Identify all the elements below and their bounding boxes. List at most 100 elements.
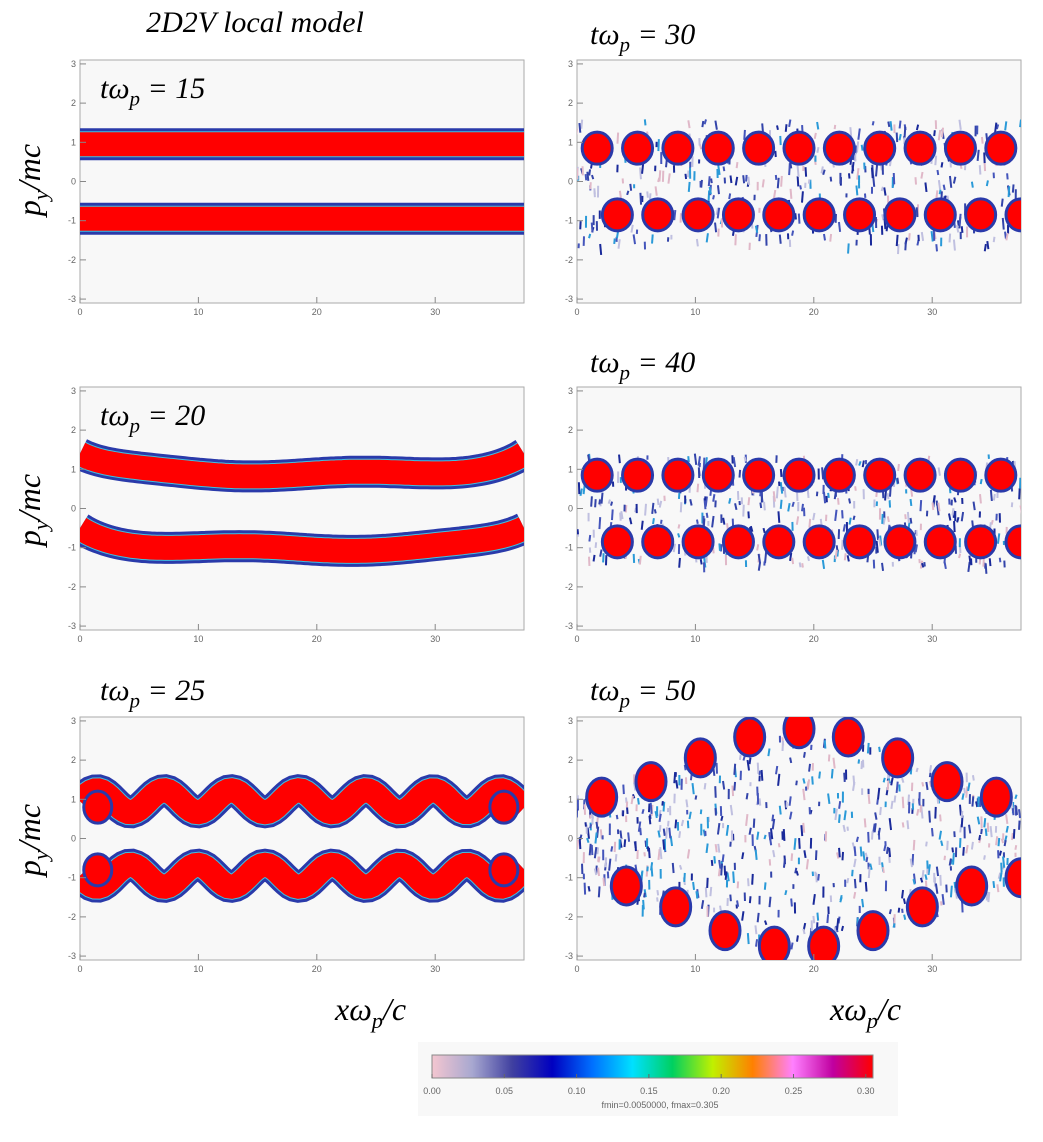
filament bbox=[775, 486, 779, 499]
filament bbox=[864, 852, 868, 858]
filament bbox=[933, 130, 936, 137]
label-subscript: p bbox=[865, 1008, 878, 1033]
filament bbox=[866, 742, 870, 754]
colorbar-tick-label: 0.00 bbox=[423, 1086, 441, 1096]
filament bbox=[883, 187, 887, 196]
label: xωp/c bbox=[829, 991, 901, 1033]
filament bbox=[816, 121, 820, 130]
filament bbox=[589, 823, 593, 829]
filament bbox=[879, 806, 882, 816]
filament bbox=[890, 777, 894, 786]
filament bbox=[714, 844, 718, 853]
vortex bbox=[742, 130, 776, 166]
filament bbox=[777, 843, 781, 848]
filament bbox=[1005, 232, 1009, 241]
filament bbox=[921, 869, 925, 880]
filament bbox=[802, 822, 806, 833]
filament bbox=[928, 772, 932, 778]
filament bbox=[800, 191, 804, 203]
filament bbox=[789, 188, 793, 199]
filament bbox=[703, 782, 707, 790]
filament bbox=[628, 517, 633, 525]
filament bbox=[643, 119, 647, 126]
filament bbox=[1000, 838, 1005, 844]
filament bbox=[717, 843, 721, 853]
filament bbox=[858, 460, 862, 466]
filament bbox=[937, 179, 942, 190]
filament bbox=[801, 563, 804, 568]
filament bbox=[881, 562, 885, 572]
filament bbox=[886, 516, 890, 523]
filament bbox=[861, 898, 865, 908]
filament bbox=[914, 177, 918, 185]
filament bbox=[912, 839, 916, 851]
filament bbox=[833, 124, 837, 130]
filament bbox=[782, 858, 786, 868]
filament bbox=[878, 538, 882, 547]
label-subscript: y bbox=[28, 850, 53, 862]
heatmap bbox=[577, 453, 1021, 574]
filament bbox=[992, 236, 996, 243]
y-tick-label: 3 bbox=[568, 59, 573, 69]
filament bbox=[618, 454, 621, 464]
vortex bbox=[822, 457, 856, 493]
filament bbox=[838, 800, 842, 809]
filament bbox=[667, 820, 670, 827]
filament bbox=[650, 865, 654, 877]
filament bbox=[649, 802, 653, 814]
x-tick-label: 30 bbox=[430, 307, 440, 317]
filament bbox=[626, 190, 630, 196]
filament bbox=[872, 823, 876, 833]
vortex bbox=[955, 865, 989, 907]
filament bbox=[687, 120, 691, 129]
filament bbox=[942, 184, 946, 191]
filament bbox=[747, 878, 750, 887]
label-part: p bbox=[11, 200, 47, 218]
filament bbox=[598, 499, 602, 505]
filament bbox=[734, 503, 738, 511]
filament bbox=[656, 889, 660, 896]
y-tick-label: 1 bbox=[568, 137, 573, 147]
filament bbox=[791, 230, 795, 236]
label-part: tω bbox=[590, 346, 620, 379]
filament bbox=[598, 517, 602, 530]
filament bbox=[795, 780, 798, 786]
filament bbox=[811, 776, 814, 785]
filament bbox=[952, 176, 957, 184]
filament bbox=[634, 841, 637, 852]
filament bbox=[632, 234, 637, 245]
filament bbox=[803, 751, 806, 758]
filament bbox=[720, 815, 724, 821]
filament bbox=[764, 920, 768, 926]
filament bbox=[683, 764, 687, 771]
filament bbox=[983, 243, 987, 252]
y-tick-label: 1 bbox=[568, 794, 573, 804]
x-tick-label: 20 bbox=[312, 634, 322, 644]
filament bbox=[838, 847, 841, 858]
filament bbox=[712, 493, 716, 502]
filament bbox=[889, 121, 893, 131]
filament bbox=[961, 793, 965, 800]
filament bbox=[985, 180, 989, 187]
filament bbox=[593, 846, 598, 859]
filament bbox=[801, 503, 804, 512]
filament bbox=[1018, 488, 1021, 500]
filament bbox=[619, 512, 622, 521]
filament bbox=[797, 213, 801, 224]
filament bbox=[856, 168, 860, 180]
filament bbox=[898, 133, 902, 141]
filament bbox=[992, 881, 996, 889]
filament bbox=[707, 176, 711, 187]
label: xωp/c bbox=[334, 991, 406, 1033]
filament bbox=[643, 892, 646, 898]
filament bbox=[789, 552, 793, 561]
filament bbox=[982, 558, 985, 567]
filament bbox=[867, 866, 871, 879]
filament bbox=[708, 186, 712, 195]
filament bbox=[852, 781, 856, 791]
filament bbox=[662, 801, 666, 812]
filament bbox=[803, 850, 807, 859]
filament bbox=[716, 822, 721, 835]
filament bbox=[870, 167, 874, 179]
filament bbox=[688, 811, 692, 820]
